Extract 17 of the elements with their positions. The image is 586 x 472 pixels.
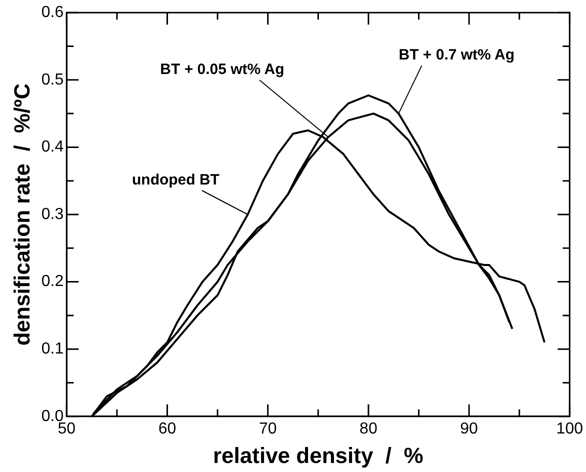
- x-tick-label: 60: [158, 420, 176, 438]
- x-tick-label: 50: [58, 420, 76, 438]
- y-axis-title: densification rate / %/ºC: [9, 83, 34, 346]
- y-tick-label: 0.1: [41, 340, 64, 358]
- text: undoped BT: [132, 172, 220, 189]
- y-tick-label: 0.4: [41, 138, 64, 156]
- y-tick-label: 0.3: [41, 206, 64, 223]
- text: BT + 0.05 wt% Ag: [160, 61, 284, 78]
- x-tick-label: 80: [360, 420, 378, 438]
- text: BT + 0.7 wt% Ag: [398, 46, 514, 64]
- x-axis-title: relative density / %: [212, 442, 424, 468]
- x-tick-label: 100: [556, 420, 584, 438]
- x-tick-label: 70: [258, 420, 277, 438]
- y-tick-label: 0.2: [41, 273, 64, 290]
- x-tick-label: 90: [460, 420, 478, 438]
- y-tick-label: 0.5: [41, 71, 64, 88]
- y-tick-label: 0.6: [41, 4, 64, 22]
